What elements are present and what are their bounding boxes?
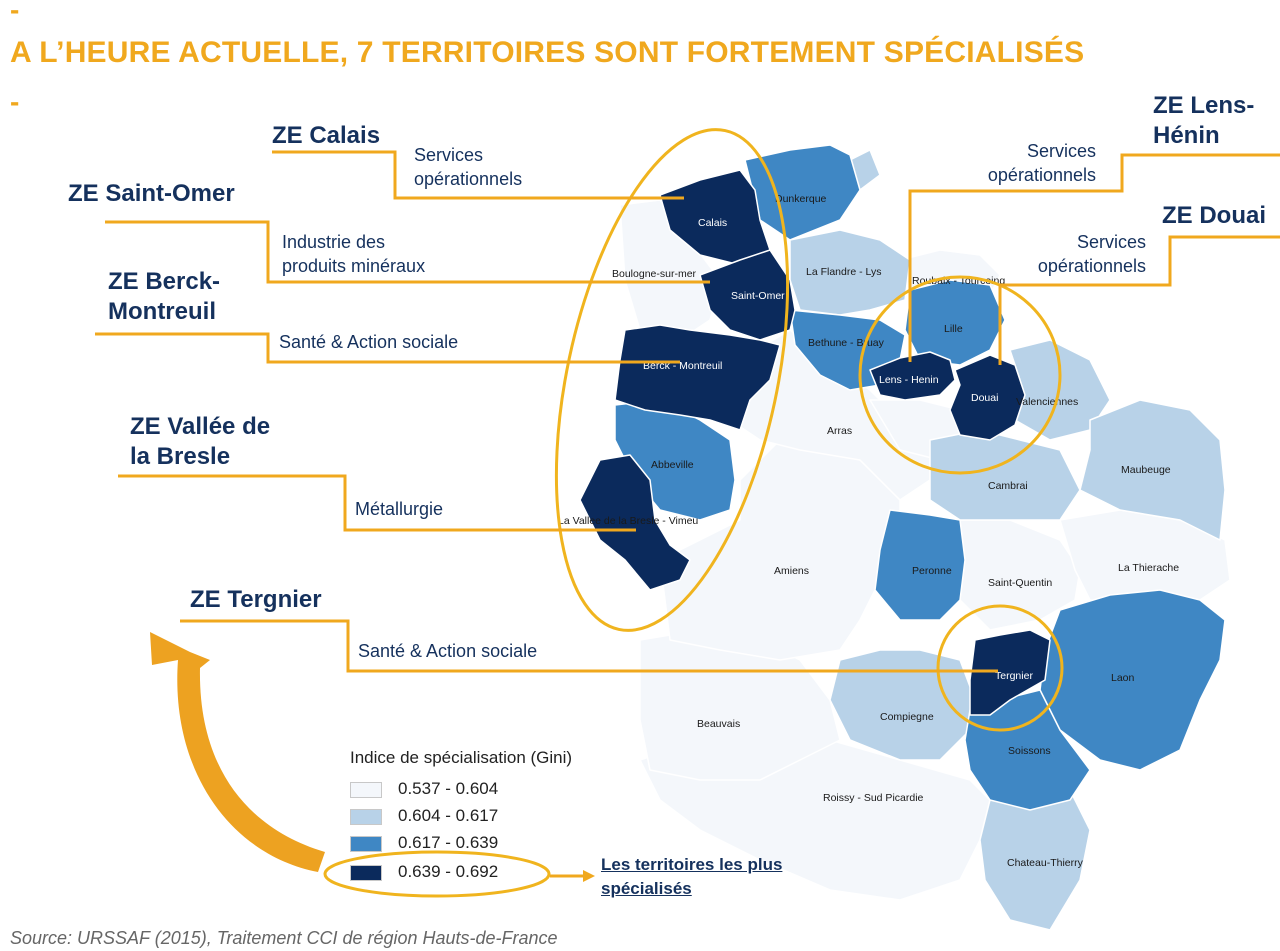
- ze-lens-label: ZE Lens-Hénin: [1153, 92, 1255, 149]
- ze-douai-label: ZE Douai: [1162, 202, 1267, 229]
- legend-swatch: [350, 836, 382, 852]
- region-soissons: [964, 689, 1091, 811]
- map-label-beauvais: Beauvais: [697, 718, 740, 730]
- region-douai: [949, 354, 1026, 441]
- ze-berck-label: ZE Berck-Montreuil: [108, 268, 221, 325]
- legend-label: 0.537 - 0.604: [398, 779, 499, 798]
- legend-label: 0.604 - 0.617: [398, 806, 499, 825]
- region-tergnier: [969, 629, 1051, 716]
- map-label-saint-quentin: Saint-Quentin: [988, 577, 1052, 589]
- region-peronne: [874, 509, 966, 621]
- region-dunkerque: [744, 144, 861, 241]
- ze-douai-sector: Services opérationnels: [1037, 232, 1146, 276]
- curved-arrow-icon: [150, 632, 325, 872]
- source-note: Source: URSSAF (2015), Traitement CCI de…: [10, 928, 558, 948]
- map-label-boulogne: Boulogne-sur-mer: [612, 268, 697, 280]
- map-label-bresle: La Vallee de la Bresle - Vimeu: [558, 515, 698, 527]
- leader-tergnier: [180, 619, 998, 673]
- leader-saint-omer: [105, 220, 710, 284]
- map-label-douai: Douai: [971, 392, 998, 404]
- map-label-tergnier: Tergnier: [995, 670, 1033, 682]
- legend-swatch: [350, 782, 382, 798]
- map-label-chateau: Chateau-Thierry: [1007, 857, 1084, 869]
- map-label-roissy: Roissy - Sud Picardie: [823, 792, 924, 804]
- region-saint-omer: [699, 249, 796, 341]
- leader-legend-arrowhead: [583, 870, 595, 882]
- legend-swatch: [350, 809, 382, 825]
- ze-tergnier-label: ZE Tergnier: [190, 586, 322, 613]
- page-title: A L’HEURE ACTUELLE, 7 TERRITOIRES SONT F…: [10, 36, 1085, 69]
- region-maubeuge: [1079, 399, 1226, 541]
- ze-bresle-label: ZE Vallée de la Bresle: [130, 413, 271, 470]
- highlight-ellipse-coast: [554, 128, 790, 632]
- map-regions: [579, 144, 1231, 931]
- map-label-flandre: La Flandre - Lys: [806, 266, 881, 278]
- highlight-ellipse-legend: [323, 850, 551, 898]
- ze-saint-omer-label: ZE Saint-Omer: [68, 180, 235, 207]
- map-label-compiegne: Compiegne: [880, 711, 934, 723]
- map-label-bethune: Bethune - Bruay: [808, 337, 885, 349]
- legend-label: 0.617 - 0.639: [398, 833, 499, 852]
- map-label-soissons: Soissons: [1008, 745, 1051, 757]
- map-label-saint-omer: Saint-Omer: [731, 290, 785, 302]
- map-label-dunkerque: Dunkerque: [775, 193, 827, 205]
- highlight-ellipse-tergnier: [936, 604, 1064, 732]
- region-flandre: [789, 229, 911, 316]
- ze-bresle-sector: Métallurgie: [355, 499, 444, 519]
- map-label-cambrai: Cambrai: [988, 480, 1028, 492]
- map-labels: Calais Dunkerque Boulogne-sur-mer Saint-…: [558, 193, 1179, 869]
- ze-saint-omer-sector: Industrie des produits minéraux: [282, 232, 426, 276]
- region-compiegne: [829, 649, 976, 761]
- title-dash-top: -: [10, 0, 20, 25]
- leader-lens: [908, 153, 1280, 362]
- highlight-ellipse-lens-douai: [858, 275, 1062, 475]
- leader-lines: [95, 150, 1280, 882]
- legend-title: Indice de spécialisation (Gini): [350, 748, 573, 767]
- map-label-peronne: Peronne: [912, 565, 952, 577]
- map-label-arras: Arras: [827, 425, 852, 437]
- ze-lens-sector: Services opérationnels: [987, 141, 1096, 185]
- title-dash-bottom: -: [10, 86, 20, 117]
- legend-label: 0.639 - 0.692: [398, 862, 499, 881]
- leader-douai: [998, 235, 1280, 365]
- highlight-ellipses: [323, 128, 1064, 898]
- map-label-thierache: La Thierache: [1118, 562, 1179, 574]
- leader-berck: [95, 332, 680, 364]
- ze-calais-sector: Services opérationnels: [414, 145, 523, 189]
- most-specialized-link[interactable]: Les territoires les plus spécialisés: [601, 855, 783, 898]
- map-label-lens: Lens - Henin: [879, 374, 939, 386]
- map-label-laon: Laon: [1111, 672, 1135, 684]
- map-label-valenciennes: Valenciennes: [1016, 396, 1078, 408]
- map-label-calais: Calais: [698, 217, 727, 229]
- leader-calais: [272, 150, 684, 200]
- map-label-maubeuge: Maubeuge: [1121, 464, 1171, 476]
- ze-tergnier-sector: Santé & Action sociale: [358, 641, 538, 661]
- ze-berck-sector: Santé & Action sociale: [279, 332, 459, 352]
- map-label-abbeville: Abbeville: [651, 459, 694, 471]
- region-berck: [614, 324, 781, 431]
- map-label-amiens: Amiens: [774, 565, 809, 577]
- map-label-lille: Lille: [944, 323, 963, 335]
- region-calais: [659, 169, 771, 266]
- region-bresle: [579, 454, 691, 591]
- region-cambrai: [929, 429, 1081, 521]
- legend-swatch: [350, 865, 382, 881]
- ze-calais-label: ZE Calais: [272, 122, 381, 149]
- leader-bresle: [118, 474, 636, 532]
